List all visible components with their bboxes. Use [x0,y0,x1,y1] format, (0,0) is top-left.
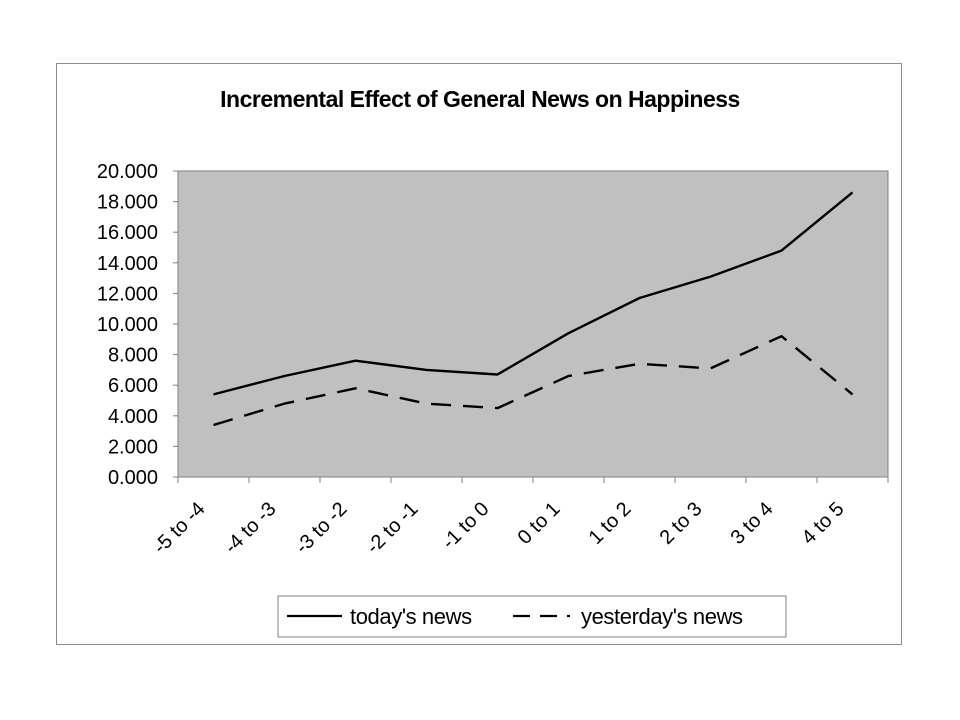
y-tick-label: 16.000 [97,222,158,244]
legend-label-yesterday: yesterday's news [581,604,743,629]
y-tick-label: 2.000 [108,436,158,458]
x-tick-label: 2 to 3 [656,498,707,549]
legend: today's news yesterday's news [277,595,787,638]
legend-label-today: today's news [350,604,472,629]
x-tick-label: -3 to -2 [291,498,351,558]
y-tick-label: 6.000 [108,375,158,397]
series-line-yesterday [213,335,854,427]
y-tick-label: 14.000 [97,253,158,275]
y-axis: 0.000 2.000 4.000 6.000 8.000 10.000 12.000 14.… [97,161,178,489]
x-tick-label: -2 to -1 [362,498,422,558]
y-tick-label: 0.000 [108,467,158,489]
y-tick-label: 20.000 [97,161,158,183]
x-tick-label: -5 to -4 [149,498,209,558]
x-tick-label: 0 to 1 [514,498,565,549]
y-tick-label: 10.000 [97,314,158,336]
x-tick-label: -1 to 0 [438,498,494,554]
series-lines [213,191,854,427]
y-tick-label: 8.000 [108,345,158,367]
chart-title: Incremental Effect of General News on Ha… [220,86,740,112]
x-tick-label: 4 to 5 [798,498,849,549]
x-tick-label: 3 to 4 [727,498,778,549]
series-line-today [213,191,854,396]
y-tick-label: 18.000 [97,192,158,214]
x-tick-label: -4 to -3 [220,498,280,558]
legend-box [277,595,787,638]
y-tick-label: 12.000 [97,283,158,305]
x-tick-label: 1 to 2 [585,498,636,549]
plot-area [177,170,889,478]
y-tick-label: 4.000 [108,406,158,428]
x-axis: -5 to -4 -4 to -3 -3 to -2 -2 to -1 -1 to 0 0… [149,477,889,558]
